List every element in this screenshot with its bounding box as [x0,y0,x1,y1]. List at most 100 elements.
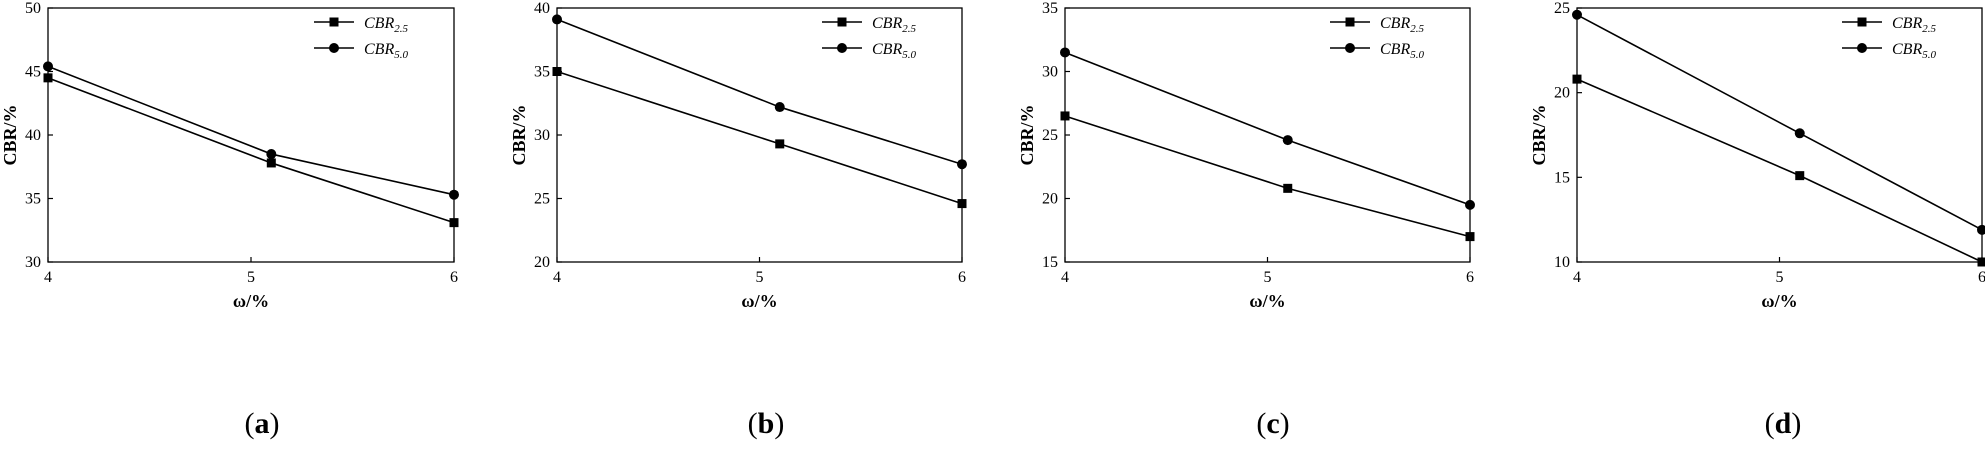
legend-label: CBR5.0 [364,41,408,61]
panel-label-open: ( [245,407,255,440]
data-point-circle [266,149,277,160]
data-point-square [1465,232,1475,242]
y-tick-label: 15 [1042,254,1058,271]
series-line-cbr-25 [1576,78,1983,263]
data-point-circle [552,14,562,25]
y-tick-label: 45 [25,64,41,81]
y-tick-label: 40 [534,0,550,17]
x-tick-label: 6 [1466,269,1474,286]
panel-label-letter: a [255,407,270,440]
x-tick-label: 4 [1573,269,1581,286]
y-tick-label: 35 [25,191,41,208]
panel-label-letter: c [1266,407,1279,440]
panel-label-letter: d [1775,407,1792,440]
panel-label-open: ( [1256,407,1266,440]
legend-entry: CBR2.5 [1842,15,1936,35]
data-point-square [1977,257,1985,267]
legend-marker-circle [329,43,339,53]
y-tick-label: 40 [25,127,41,144]
legend-label-subscript: 5.0 [1410,49,1424,61]
x-axis-title: ω/% [741,291,777,311]
data-point-square [957,199,967,209]
legend-entry: CBR5.0 [1842,41,1936,61]
x-tick-label: 5 [1776,269,1784,286]
panel-label-close: ) [270,407,280,440]
legend-marker-square [837,17,847,27]
y-axis-title: CBR/% [0,104,20,165]
legend-label: CBR5.0 [1380,41,1424,61]
x-tick-label: 5 [247,269,255,286]
y-axis-title: CBR/% [1529,104,1549,165]
chart-panel-c: 15 20 25 30 35 4 5 6 ω/% CBR/% CBR2.5 CBR5.0 [1017,0,1475,311]
y-axis-title: CBR/% [509,104,529,165]
legend-label-subscript: 2.5 [394,23,408,35]
data-point-circle [1060,47,1070,58]
data-point-square [1060,111,1070,121]
data-point-square [1572,74,1582,84]
series-line-cbr-25 [1064,115,1471,238]
legend-entry: CBR2.5 [1330,15,1424,35]
data-point-square [266,158,276,168]
y-tick-label: 20 [1554,85,1570,102]
panel-label-letter: b [758,407,775,440]
y-tick-label: 30 [534,127,550,144]
legend-label-subscript: 5.0 [902,49,916,61]
y-tick-label: 30 [1042,64,1058,81]
legend-label: CBR5.0 [1892,41,1936,61]
y-tick-label: 10 [1554,254,1570,271]
y-tick-label: 25 [1042,127,1058,144]
panel-label-close: ) [774,407,784,440]
data-point-square [449,218,459,228]
panel-label-d: (d) [1765,407,1802,440]
x-tick-label: 4 [1061,269,1069,286]
y-tick-label: 25 [1554,0,1570,17]
legend-label-subscript: 2.5 [1922,23,1936,35]
data-point-circle [774,102,785,113]
legend-entry: CBR5.0 [1330,41,1424,61]
series-line-cbr-50 [47,65,455,196]
legend-marker-square [329,17,339,27]
panel-label-a: (a) [245,407,280,440]
legend-label-subscript: 2.5 [902,23,916,35]
data-point-circle [1282,135,1293,146]
legend-label: CBR2.5 [872,15,916,35]
x-tick-label: 5 [756,269,764,286]
data-point-circle [1977,224,1985,235]
legend-label: CBR2.5 [364,15,408,35]
x-tick-label: 6 [1978,269,1985,286]
legend-label: CBR5.0 [872,41,916,61]
data-point-circle [1794,128,1805,139]
series-line-cbr-25 [556,70,963,205]
legend-entry: CBR2.5 [822,15,916,35]
legend-marker-square [1857,17,1867,27]
x-tick-label: 5 [1264,269,1272,286]
legend-entry: CBR5.0 [822,41,916,61]
x-axis-title: ω/% [1249,291,1285,311]
legend-label-subscript: 2.5 [1410,23,1424,35]
y-tick-label: 30 [25,254,41,271]
y-tick-label: 15 [1554,169,1570,186]
y-tick-label: 50 [25,0,41,17]
panel-label-close: ) [1280,407,1290,440]
legend-marker-circle [837,43,847,53]
data-point-square [552,67,562,76]
x-tick-label: 6 [958,269,966,286]
data-point-square [43,73,53,83]
panel-label-close: ) [1791,407,1801,440]
y-tick-label: 20 [534,254,550,271]
chart-panel-d: 10 15 20 25 4 5 6 ω/% CBR/% CBR2.5 CBR5.0 [1529,0,1985,311]
y-axis-title: CBR/% [1017,104,1037,165]
data-point-square [1795,171,1805,181]
y-tick-label: 25 [534,191,550,208]
panel-label-b: (b) [748,407,785,440]
series-line-cbr-25 [47,77,455,224]
legend-label: CBR2.5 [1380,15,1424,35]
data-point-circle [1572,9,1582,20]
x-axis-title: ω/% [233,291,269,311]
data-point-circle [1465,199,1475,210]
legend-label-subscript: 5.0 [1922,49,1936,61]
panel-label-open: ( [748,407,758,440]
legend-entry: CBR5.0 [314,41,408,61]
